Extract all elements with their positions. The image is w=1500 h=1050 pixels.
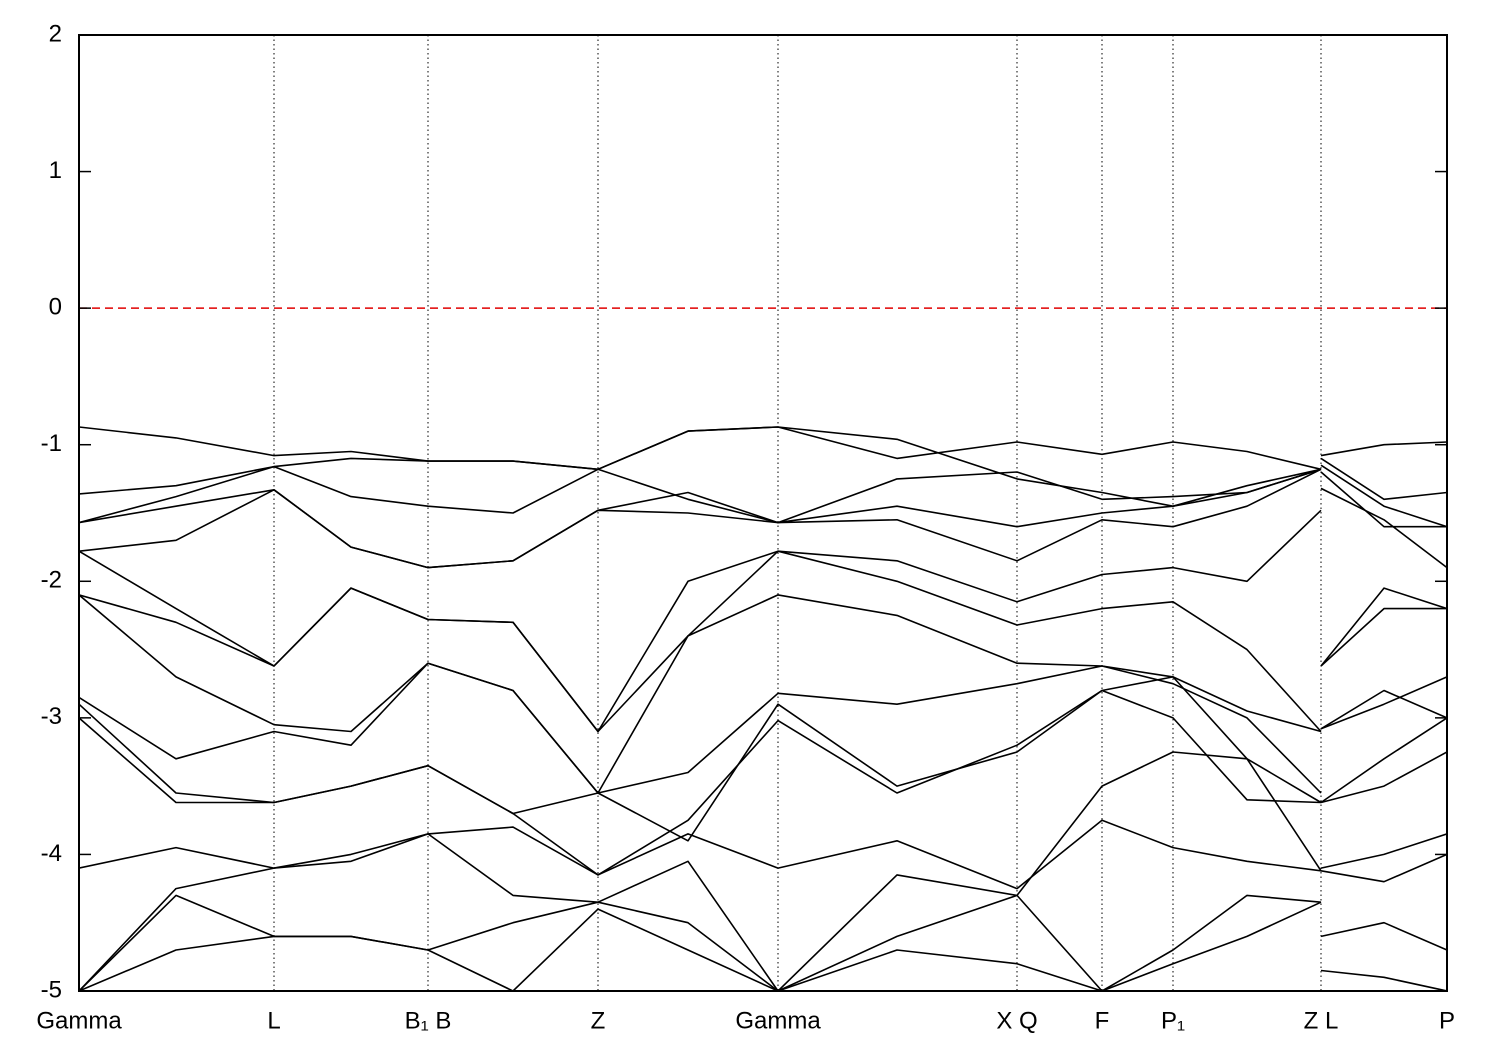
y-tick-label: 2 (49, 20, 62, 47)
band-line (79, 894, 1447, 991)
x-tick-label: L (267, 1007, 280, 1034)
band-line (79, 509, 1447, 733)
band-line (79, 426, 1447, 514)
y-tick-label: 0 (49, 293, 62, 320)
y-tick-label: 1 (49, 157, 62, 184)
band-line (79, 426, 1447, 471)
band-line (79, 689, 1447, 876)
x-tick-label: Z L (1304, 1007, 1339, 1034)
y-tick-label: -2 (41, 567, 62, 594)
x-tick-label: F (1095, 1007, 1110, 1034)
grid (78, 35, 1448, 991)
x-tick-label: Z (591, 1007, 606, 1034)
band-line (79, 751, 1447, 991)
x-tick-label: B₁ B (405, 1007, 452, 1034)
band-line (79, 550, 1447, 733)
band-line (79, 457, 1447, 528)
bands (79, 426, 1447, 991)
x-tick-label: P₁ (1161, 1007, 1185, 1034)
band-line (79, 901, 1447, 991)
band-line (79, 468, 1447, 569)
y-tick-label: -1 (41, 430, 62, 457)
y-tick-label: -3 (41, 703, 62, 730)
plot-frame (78, 34, 1448, 992)
band-line (79, 662, 1447, 794)
x-tick-label: X Q (996, 1007, 1037, 1034)
x-tick-label: P (1439, 1007, 1455, 1034)
y-tick-label: -4 (41, 840, 62, 867)
band-line (79, 819, 1447, 890)
labels: -5 -4 -3 -2 -1 0 1 2 Gamma L B₁ B Z Gamma X Q F P₁ Z L P (36, 20, 1455, 1034)
y-tick-label: -5 (41, 976, 62, 1003)
x-tick-label: Gamma (735, 1007, 821, 1034)
x-tick-label: Gamma (36, 1007, 122, 1034)
band-line (79, 594, 1447, 794)
